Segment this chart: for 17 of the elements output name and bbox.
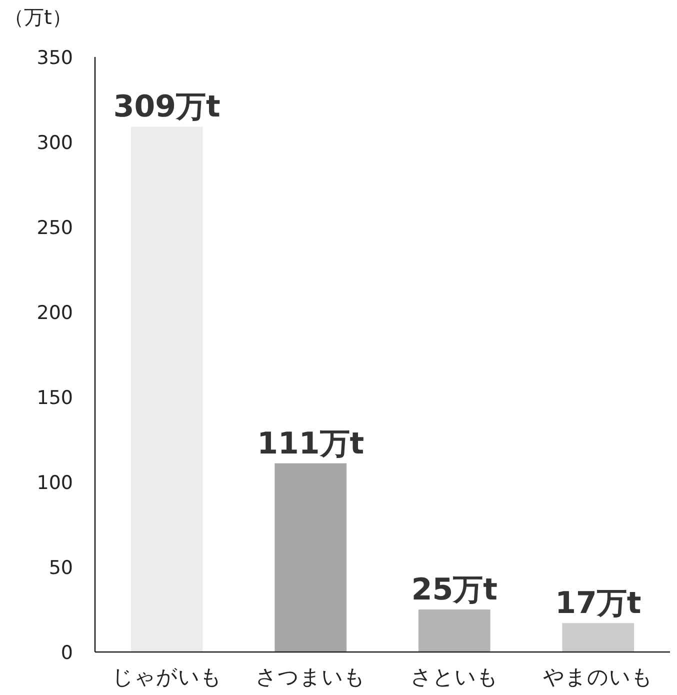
y-tick-label: 50 xyxy=(48,557,73,579)
y-tick-label: 100 xyxy=(36,472,73,494)
y-tick-label: 250 xyxy=(36,217,73,239)
y-tick-label: 300 xyxy=(36,132,73,154)
y-axis-title: （万t） xyxy=(4,5,72,29)
x-tick-label: やまのいも xyxy=(543,665,654,689)
y-tick-label: 200 xyxy=(36,302,73,324)
y-tick-label: 150 xyxy=(36,387,73,409)
x-tick-label: さつまいも xyxy=(256,665,366,689)
x-tick-label: さといも xyxy=(410,665,498,689)
data-label: 309万t xyxy=(113,90,220,125)
y-tick-label: 0 xyxy=(60,642,73,664)
y-tick-label: 350 xyxy=(36,47,73,69)
x-tick-label: じゃがいも xyxy=(112,665,222,689)
data-label: 25万t xyxy=(411,572,498,608)
data-label: 17万t xyxy=(555,586,642,622)
data-label: 111万t xyxy=(257,426,364,462)
